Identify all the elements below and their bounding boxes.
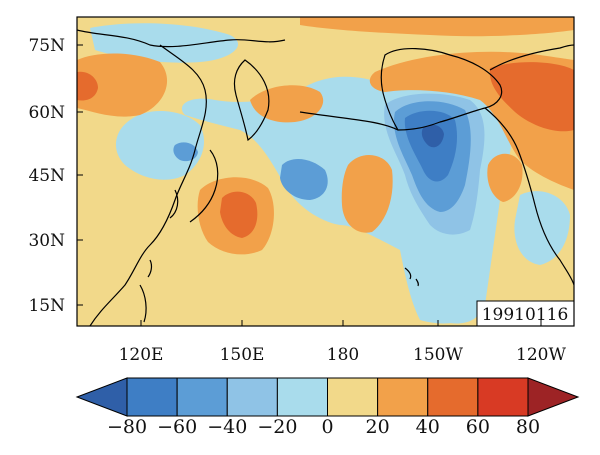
colorbar-labels: −80 −60 −40 −20 0 20 40 60 80 (107, 416, 540, 438)
lat-label: 60N (28, 103, 65, 123)
contour-neg-west (115, 110, 205, 180)
contour-neg-south (431, 294, 480, 324)
contour-neg2-a (280, 158, 328, 200)
colorbar-extend-right (527, 377, 580, 417)
coast-hawaii (404, 267, 419, 287)
colorbar-cell (276, 377, 328, 417)
coast-philippines (139, 284, 147, 323)
date-stamp: 19910116 (482, 305, 569, 325)
colorbar-cell (427, 377, 479, 417)
coast-eurasia-north (77, 29, 286, 48)
coast-aleutians (299, 111, 399, 131)
colorbar-cell (176, 377, 228, 417)
contour-fill (77, 17, 574, 326)
coast-korea (169, 189, 179, 219)
contour-pos-mid (341, 154, 393, 233)
lon-label: 120E (119, 345, 164, 365)
colorbar-tick-label: −20 (257, 416, 297, 438)
contour-pos-arctic (300, 17, 574, 37)
lat-label: 30N (28, 231, 65, 251)
colorbar: −80 −60 −40 −20 0 20 40 60 80 (75, 377, 580, 438)
coast-alaska (380, 47, 503, 131)
colorbar-tick-label: −60 (157, 416, 197, 438)
colorbar-tick-label: 60 (466, 416, 490, 438)
lat-label: 75N (28, 36, 65, 56)
contour-neg5 (421, 124, 444, 148)
colorbar-tick-label: −40 (207, 416, 247, 438)
colorbar-cell (327, 377, 379, 417)
lon-label: 180 (327, 345, 359, 365)
contour-neg2-b (173, 142, 198, 162)
lat-label: 15N (28, 296, 65, 316)
contour-pos-east (487, 153, 523, 202)
colorbar-cell (226, 377, 278, 417)
colorbar-cell (377, 377, 429, 417)
colorbar-cell (126, 377, 178, 417)
colorbar-tick-label: 20 (366, 416, 390, 438)
lon-label: 150E (220, 345, 265, 365)
colorbar-tick-label: 0 (321, 416, 333, 438)
contour-neg-north (90, 23, 239, 63)
contour-pos2-ne (489, 62, 574, 132)
lat-label: 45N (28, 166, 65, 186)
lon-label: 120W (516, 345, 566, 365)
colorbar-cell (477, 377, 529, 417)
coast-na-west (484, 107, 574, 286)
contour-pos2-japan (220, 191, 258, 238)
colorbar-cells (126, 377, 529, 417)
contour-pos2-west (77, 71, 98, 101)
colorbar-tick-label: −80 (107, 416, 147, 438)
contour-pos-west (77, 53, 168, 117)
lon-label: 150W (413, 345, 463, 365)
coast-taiwan (147, 259, 153, 278)
colorbar-extend-left (75, 377, 128, 417)
coast-asia-east (89, 44, 207, 326)
map-frame (76, 16, 575, 327)
map-panel: 19910116 75N 60N 45N 30N 15N 120E 150E 1… (28, 16, 575, 365)
coastlines (77, 29, 574, 326)
coast-japan (189, 149, 219, 223)
lon-axis: 120E 150E 180 150W 120W (119, 320, 566, 365)
coast-na-north (489, 44, 574, 71)
colorbar-tick-label: 80 (516, 416, 540, 438)
lat-axis: 75N 60N 45N 30N 15N (28, 36, 83, 316)
coast-kamchatka (233, 59, 270, 142)
colorbar-tick-label: 40 (416, 416, 440, 438)
